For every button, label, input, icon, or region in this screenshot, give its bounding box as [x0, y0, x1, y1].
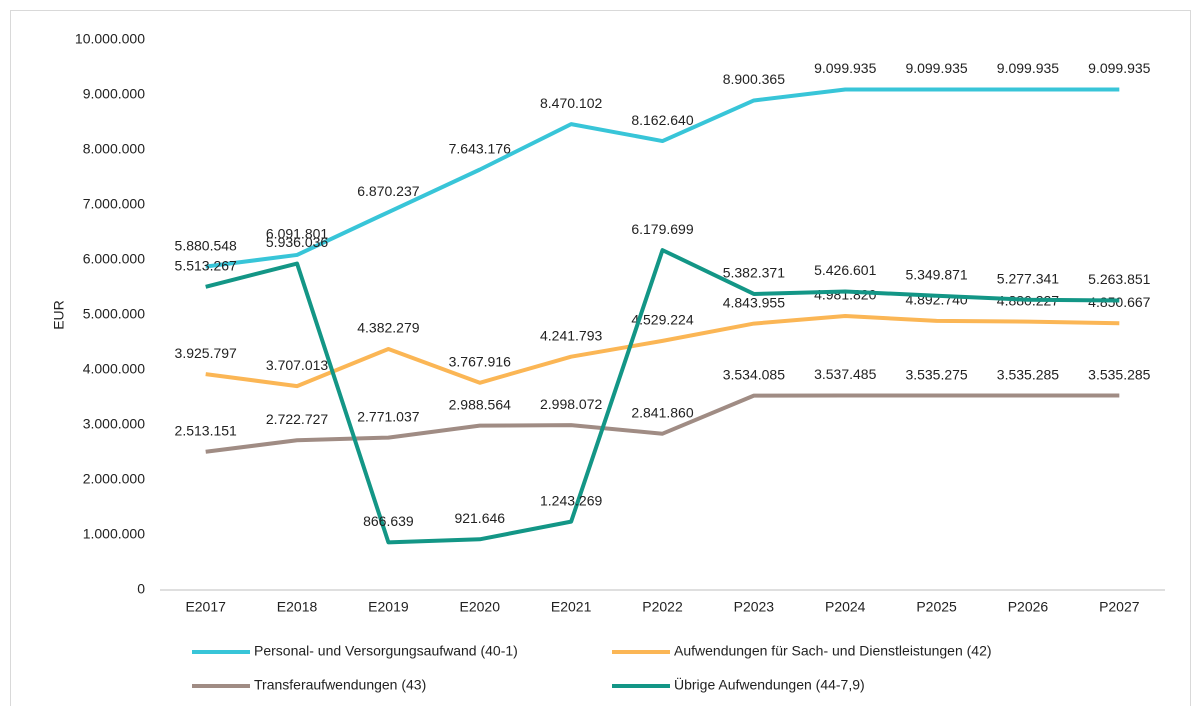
y-tick-label: 2.000.000: [83, 471, 145, 487]
y-tick-label: 0: [137, 581, 145, 597]
data-label: 5.263.851: [1088, 271, 1150, 287]
legend-label: Transferaufwendungen (43): [254, 677, 426, 693]
data-label: 7.643.176: [449, 140, 511, 156]
data-label: 4.843.955: [723, 294, 785, 310]
data-label: 9.099.935: [1088, 60, 1150, 76]
data-label: 5.880.548: [175, 237, 237, 253]
data-label: 2.513.151: [175, 422, 237, 438]
data-label: 5.277.341: [997, 270, 1059, 286]
data-label: 8.162.640: [631, 112, 693, 128]
data-label: 3.707.013: [266, 357, 328, 373]
y-tick-label: 3.000.000: [83, 416, 145, 432]
y-tick-label: 1.000.000: [83, 526, 145, 542]
data-label: 2.998.072: [540, 396, 602, 412]
data-label: 5.426.601: [814, 262, 876, 278]
data-label: 9.099.935: [814, 60, 876, 76]
x-tick-label: E2018: [277, 599, 318, 615]
x-tick-label: P2023: [734, 599, 775, 615]
y-tick-label: 7.000.000: [83, 196, 145, 212]
data-label: 6.091.801: [266, 226, 328, 242]
x-tick-label: E2019: [368, 599, 409, 615]
data-label: 5.936.036: [266, 234, 328, 250]
data-label: 3.535.285: [997, 366, 1059, 382]
x-tick-label: P2027: [1099, 599, 1140, 615]
x-tick-label: P2024: [825, 599, 866, 615]
series-line: [205, 248, 1120, 545]
data-label: 9.099.935: [997, 60, 1059, 76]
series-line: [205, 87, 1120, 269]
series-line: [205, 314, 1120, 389]
data-label: 3.537.485: [814, 366, 876, 382]
data-label: 4.241.793: [540, 327, 602, 343]
data-label: 2.771.037: [357, 408, 419, 424]
data-label: 3.767.916: [449, 353, 511, 369]
data-label: 921.646: [454, 510, 505, 526]
y-tick-label: 4.000.000: [83, 361, 145, 377]
chart-border: [10, 10, 1191, 706]
y-tick-label: 9.000.000: [83, 86, 145, 102]
x-tick-label: E2017: [185, 599, 226, 615]
data-label: 4.382.279: [357, 320, 419, 336]
data-label: 6.179.699: [631, 221, 693, 237]
data-label: 5.513.267: [175, 257, 237, 273]
data-label: 3.535.275: [905, 366, 967, 382]
y-axis-label: EUR: [51, 300, 67, 330]
data-label: 3.925.797: [175, 345, 237, 361]
data-label: 2.722.727: [266, 411, 328, 427]
data-label: 1.243.269: [540, 492, 602, 508]
data-label: 4.529.224: [631, 312, 693, 328]
data-label: 3.534.085: [723, 366, 785, 382]
data-label: 3.535.285: [1088, 366, 1150, 382]
data-label: 2.841.860: [631, 404, 693, 420]
y-tick-label: 5.000.000: [83, 306, 145, 322]
x-tick-label: P2026: [1008, 599, 1049, 615]
data-label: 5.349.871: [905, 266, 967, 282]
y-tick-label: 10.000.000: [75, 31, 145, 47]
legend-label: Übrige Aufwendungen (44-7,9): [674, 676, 865, 693]
x-tick-label: E2021: [551, 599, 592, 615]
series-line: [205, 393, 1120, 454]
data-label: 8.470.102: [540, 95, 602, 111]
x-tick-label: E2020: [460, 599, 501, 615]
legend-label: Personal- und Versorgungsaufwand (40-1): [254, 643, 518, 659]
data-label: 8.900.365: [723, 71, 785, 87]
y-tick-label: 8.000.000: [83, 141, 145, 157]
data-label: 4.850.667: [1088, 294, 1150, 310]
x-tick-label: P2025: [916, 599, 957, 615]
data-label: 6.870.237: [357, 183, 419, 199]
x-tick-label: P2022: [642, 599, 683, 615]
data-label: 4.981.820: [814, 287, 876, 303]
legend-label: Aufwendungen für Sach- und Dienstleistun…: [674, 643, 992, 659]
data-label: 866.639: [363, 513, 414, 529]
data-label: 9.099.935: [905, 60, 967, 76]
data-label: 2.988.564: [449, 396, 511, 412]
data-label: 5.382.371: [723, 265, 785, 281]
y-tick-label: 6.000.000: [83, 251, 145, 267]
